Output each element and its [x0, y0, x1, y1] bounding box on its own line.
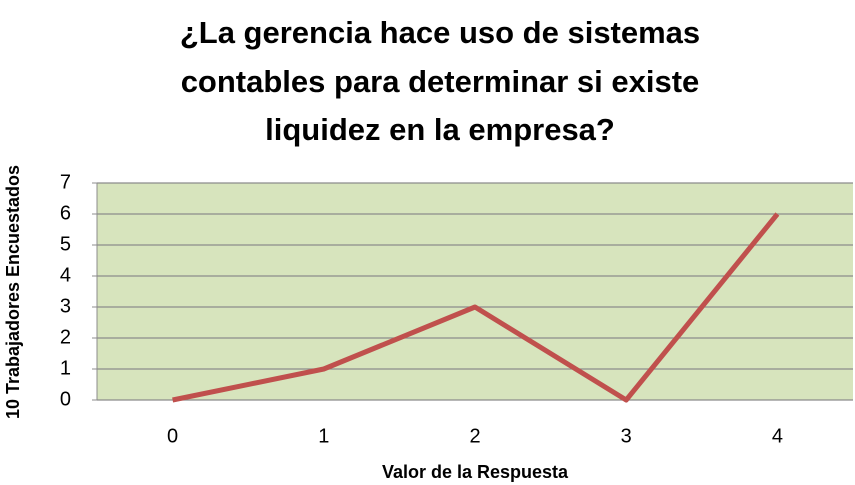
chart-title: liquidez en la empresa?: [265, 112, 615, 147]
x-tick-label: 3: [621, 425, 632, 447]
x-tick-label: 1: [318, 425, 329, 447]
y-axis-title: 10 Trabajadores Encuestados: [3, 165, 23, 419]
data-line: [172, 212, 780, 403]
chart-title: contables para determinar si existe: [181, 64, 700, 99]
x-tick-label: 0: [167, 425, 178, 447]
y-tick-label: 1: [60, 357, 71, 379]
y-tick-label: 3: [60, 295, 71, 317]
y-tick-label: 2: [60, 326, 71, 348]
plot-area: [97, 183, 853, 400]
y-tick-label: 5: [60, 233, 71, 255]
chart-title: ¿La gerencia hace uso de sistemas: [180, 15, 700, 50]
y-tick-label: 0: [60, 388, 71, 410]
x-tick-label: 4: [772, 425, 783, 447]
y-tick-label: 4: [60, 264, 71, 286]
x-tick-label: 2: [469, 425, 480, 447]
x-axis-title: Valor de la Respuesta: [382, 462, 569, 482]
y-tick-label: 7: [60, 171, 71, 193]
y-tick-label: 6: [60, 202, 71, 224]
